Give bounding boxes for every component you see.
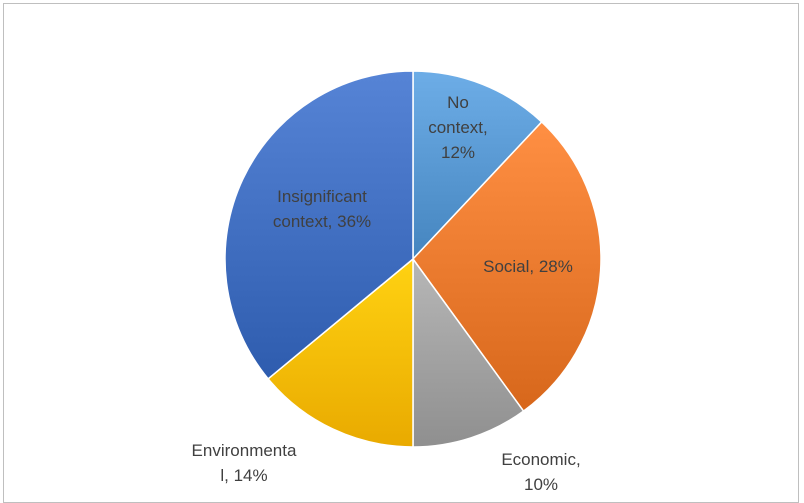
data-label-line: Insignificant	[277, 187, 367, 206]
data-label-environmental: Environmenta l, 14%	[192, 441, 297, 485]
data-label-line: 10%	[524, 475, 558, 494]
data-label-line: 12%	[441, 143, 475, 162]
data-label-economic: Economic, 10%	[501, 450, 580, 494]
data-label-line: context, 36%	[273, 212, 371, 231]
data-label-insignificant-context: Insignificant context, 36%	[273, 187, 371, 231]
data-label-line: context,	[428, 118, 488, 137]
pie-slice-economic	[412, 256, 525, 448]
pie-slice-environmental	[267, 257, 414, 448]
pie-slice-social	[412, 120, 602, 413]
data-label-line: l, 14%	[220, 466, 267, 485]
data-label-no-context: No context, 12%	[428, 93, 488, 162]
data-label-line: No	[447, 93, 469, 112]
data-label-line: Social, 28%	[483, 257, 573, 276]
data-label-social: Social, 28%	[483, 257, 573, 276]
data-label-line: Economic,	[501, 450, 580, 469]
pie-slices	[224, 70, 602, 448]
pie-data-labels: No context, 12% Social, 28% Economic, 10% Envi…	[192, 93, 581, 494]
pie-slice-insignificant-context	[224, 70, 414, 380]
pie-slice-no-context	[412, 70, 543, 261]
data-label-line: Environmenta	[192, 441, 297, 460]
